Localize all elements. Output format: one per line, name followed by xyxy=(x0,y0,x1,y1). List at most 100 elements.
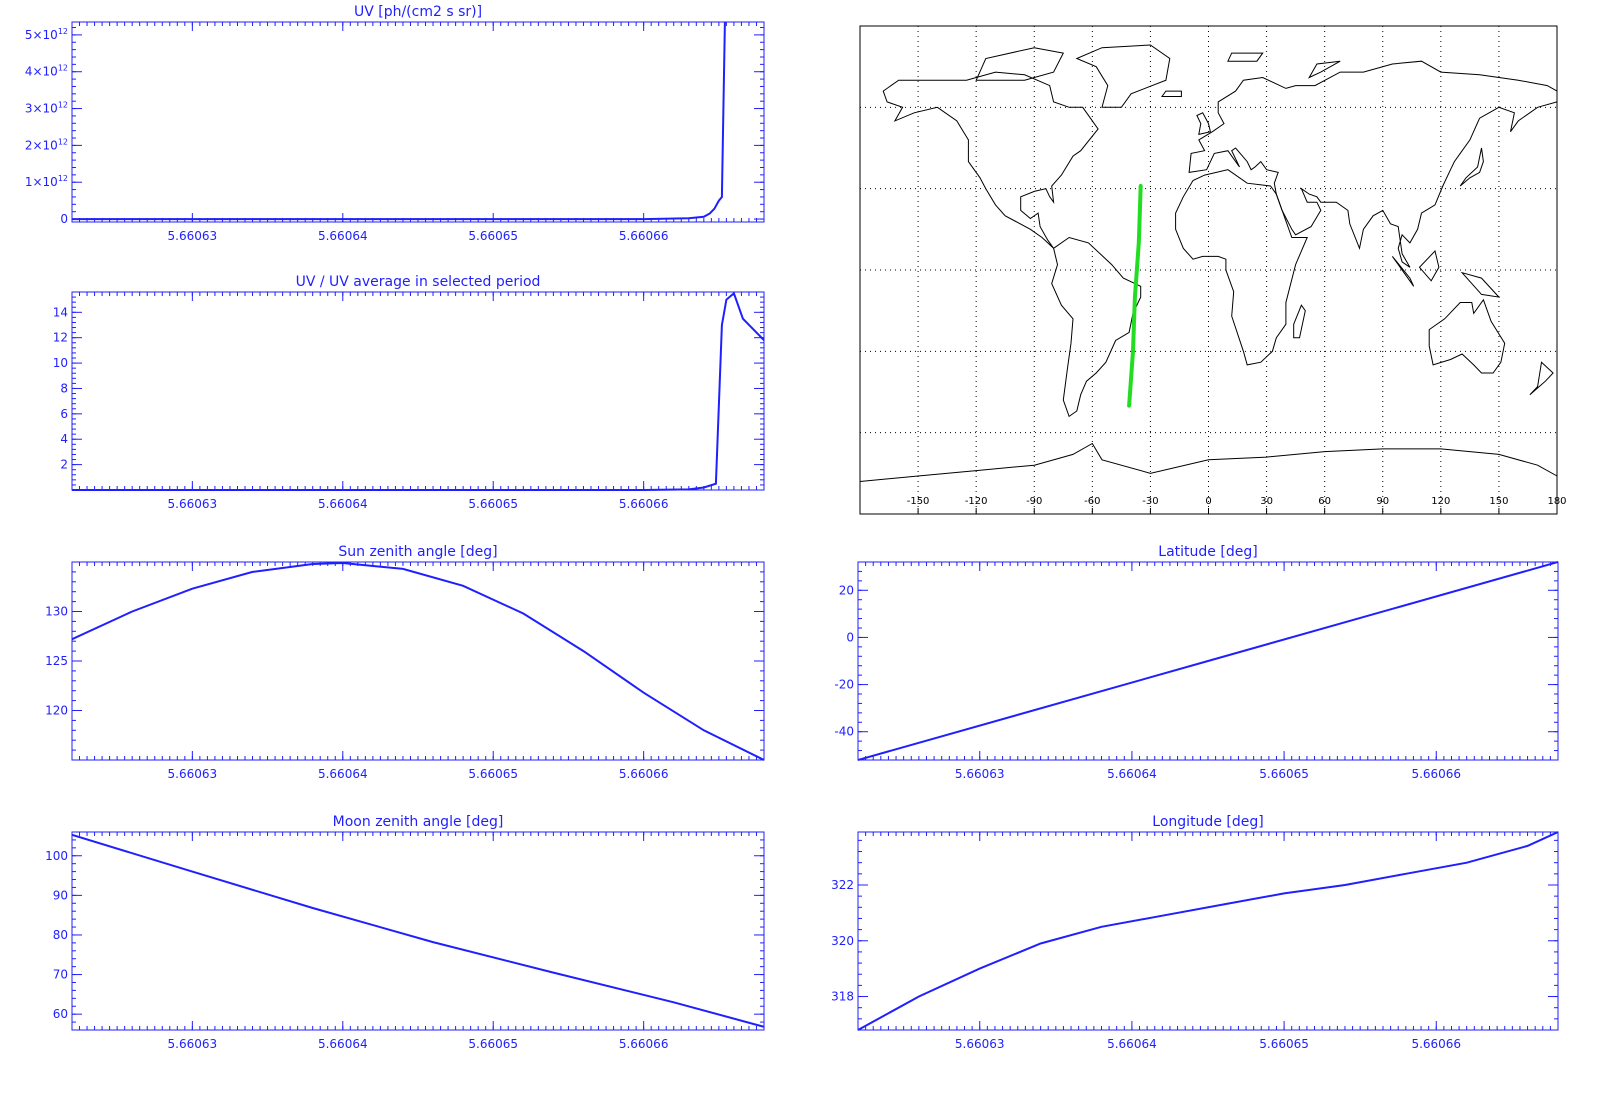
antarctica-coastline xyxy=(859,442,1558,515)
y-tick-label: 70 xyxy=(53,968,68,982)
novaya-zemlya-coastline xyxy=(1307,60,1341,79)
sza-chart: Sun zenith angle [deg] 5.66063 5.66064 5.66… xyxy=(45,544,765,781)
y-tick-base: 3×10 xyxy=(25,102,58,116)
indonesia-borneo-coastline xyxy=(1418,249,1440,282)
y-tick-exponent: 12 xyxy=(58,64,68,73)
uk-coastline xyxy=(1196,112,1212,136)
lon-tick-label: 180 xyxy=(1547,496,1566,507)
y-tick-label: 90 xyxy=(53,888,68,902)
chart-title: Sun zenith angle [deg] xyxy=(338,544,497,560)
y-tick-exponent: 12 xyxy=(58,174,68,183)
lon-tick-label: 0 xyxy=(1205,496,1211,507)
x-tick-label: 5.66063 xyxy=(168,1037,218,1051)
chart-title: UV [ph/(cm2 s sr)] xyxy=(354,4,482,20)
x-tick-label: 5.66064 xyxy=(318,497,368,511)
north-america-coastline xyxy=(882,71,1099,249)
data-line xyxy=(858,561,1558,761)
lon-tick-label: 30 xyxy=(1260,496,1273,507)
x-tick-label: 5.66065 xyxy=(468,767,518,781)
data-line xyxy=(72,561,764,761)
x-tick-label: 5.66066 xyxy=(1411,767,1461,781)
data-line xyxy=(72,833,764,1028)
y-tick-label: 2 xyxy=(60,458,68,472)
lon-tick-label: -90 xyxy=(1026,496,1042,507)
uvratio-panel: UV / UV average in selected period 5.6606… xyxy=(0,270,780,520)
y-tick-label: 12 xyxy=(53,331,68,345)
y-tick-label: 320 xyxy=(831,934,854,948)
y-tick-label: 8 xyxy=(60,381,68,395)
world-map: -150 -120 -90 -60 -30 0 30 60 90 120 150 180 xyxy=(859,25,1567,515)
uv-chart: UV [ph/(cm2 s sr)] 5.66063 5.66064 5.66065 5… xyxy=(25,4,765,243)
lon-tick-label: -150 xyxy=(907,496,930,507)
lon-chart: Longitude [deg] 5.66063 5.66064 5.66065 5.66… xyxy=(831,814,1559,1051)
mza-chart: Moon zenith angle [deg] 5.66063 5.66064 5.6… xyxy=(45,814,765,1051)
plot-frame xyxy=(857,831,1559,1031)
chart-title: Latitude [deg] xyxy=(1158,544,1257,560)
x-tick-label: 5.66064 xyxy=(318,1037,368,1051)
sumatra-coastline xyxy=(1391,256,1415,287)
y-tick-label: 0 xyxy=(60,212,68,226)
y-tick-label: 5×1012 xyxy=(25,27,68,42)
plot-frame xyxy=(71,561,765,761)
y-tick-label: 14 xyxy=(53,305,68,319)
x-tick-label: 5.66066 xyxy=(619,767,669,781)
data-line xyxy=(858,831,1558,1031)
africa-coastline xyxy=(1175,169,1308,366)
chart-title: UV / UV average in selected period xyxy=(296,274,541,290)
lon-tick-label: 60 xyxy=(1318,496,1331,507)
y-tick-base: 1×10 xyxy=(25,175,58,189)
greenland-coastline xyxy=(1075,44,1171,108)
y-tick-exponent: 12 xyxy=(58,101,68,110)
y-tick-label: 2×1012 xyxy=(25,137,68,152)
y-tick-label: 20 xyxy=(839,583,854,597)
lon-tick-label: 150 xyxy=(1489,496,1508,507)
uvratio-chart: UV / UV average in selected period 5.6606… xyxy=(53,274,765,511)
arctic-islands-coastline xyxy=(975,47,1065,81)
x-tick-label: 5.66063 xyxy=(955,767,1005,781)
y-tick-label: 10 xyxy=(53,356,68,370)
lon-tick-label: -60 xyxy=(1084,496,1100,507)
x-tick-label: 5.66064 xyxy=(1107,1037,1157,1051)
y-tick-label: 3×1012 xyxy=(25,101,68,116)
y-tick-exponent: 12 xyxy=(58,137,68,146)
lat-panel: Latitude [deg] 5.66063 5.66064 5.66065 5.660… xyxy=(790,540,1580,790)
chart-title: Longitude [deg] xyxy=(1152,814,1263,830)
lon-tick-label: -120 xyxy=(965,496,988,507)
lon-tick-label: 90 xyxy=(1376,496,1389,507)
uv-panel: UV [ph/(cm2 s sr)] 5.66063 5.66064 5.66065 5… xyxy=(0,0,780,255)
x-tick-label: 5.66065 xyxy=(468,229,518,243)
y-tick-label: 125 xyxy=(45,654,68,668)
x-tick-label: 5.66065 xyxy=(1259,767,1309,781)
lat-chart: Latitude [deg] 5.66063 5.66064 5.66065 5.660… xyxy=(834,544,1559,781)
eurasia-coastline xyxy=(1188,60,1558,268)
map-frame xyxy=(859,25,1558,515)
plot-frame xyxy=(71,291,765,491)
y-tick-label: 322 xyxy=(831,878,854,892)
x-tick-label: 5.66063 xyxy=(168,497,218,511)
mza-panel: Moon zenith angle [deg] 5.66063 5.66064 5.6… xyxy=(0,810,780,1060)
plot-frame xyxy=(71,831,765,1031)
y-tick-base: 2×10 xyxy=(25,138,58,152)
chart-title: Moon zenith angle [deg] xyxy=(333,814,504,830)
lon-panel: Longitude [deg] 5.66063 5.66064 5.66065 5.66… xyxy=(790,810,1580,1060)
madagascar-coastline xyxy=(1293,304,1306,339)
x-tick-label: 5.66065 xyxy=(1259,1037,1309,1051)
south-america-coastline xyxy=(1051,236,1142,418)
plot-frame xyxy=(71,21,765,223)
x-tick-label: 5.66066 xyxy=(619,229,669,243)
x-tick-label: 5.66064 xyxy=(318,767,368,781)
y-tick-label: 318 xyxy=(831,990,854,1004)
x-tick-label: 5.66065 xyxy=(468,497,518,511)
x-tick-label: 5.66065 xyxy=(468,1037,518,1051)
y-tick-label: 4×1012 xyxy=(25,64,68,79)
x-tick-label: 5.66066 xyxy=(1411,1037,1461,1051)
x-tick-label: 5.66066 xyxy=(619,497,669,511)
y-tick-label: 100 xyxy=(45,849,68,863)
iceland-coastline xyxy=(1161,90,1182,97)
data-line xyxy=(72,21,726,221)
y-tick-label: 6 xyxy=(60,407,68,421)
y-tick-label: -20 xyxy=(834,678,854,692)
x-tick-label: 5.66063 xyxy=(168,229,218,243)
y-tick-label: 1×1012 xyxy=(25,174,68,189)
y-tick-label: 4 xyxy=(60,432,68,446)
